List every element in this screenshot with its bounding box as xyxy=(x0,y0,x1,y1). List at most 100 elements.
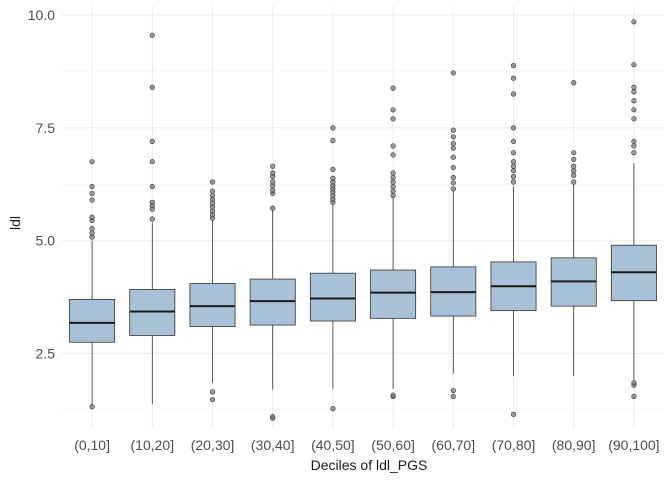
box-group xyxy=(430,70,477,400)
outlier-point xyxy=(510,75,517,81)
outlier-point xyxy=(390,107,396,113)
outlier-point xyxy=(571,168,577,174)
x-tick-label: (70,80] xyxy=(492,437,536,453)
outlier-point xyxy=(571,150,577,156)
box-group xyxy=(610,19,657,400)
box-iqr xyxy=(189,283,236,327)
outlier-point xyxy=(149,159,155,165)
x-tick-label: (0,10] xyxy=(74,437,110,453)
y-tick-label: 10.0 xyxy=(28,7,55,23)
outlier-point xyxy=(450,186,456,192)
outlier-point xyxy=(631,62,637,68)
box-iqr xyxy=(69,298,116,343)
outlier-point xyxy=(270,179,276,185)
outlier-point xyxy=(510,159,517,165)
outlier-point xyxy=(209,396,216,403)
outlier-point xyxy=(450,127,456,133)
outlier-point xyxy=(571,163,577,169)
outlier-point xyxy=(209,188,216,194)
outlier-point xyxy=(330,175,336,182)
outlier-point xyxy=(390,188,396,194)
outlier-point xyxy=(510,163,517,169)
outlier-point xyxy=(149,32,155,38)
outlier-point xyxy=(330,166,336,172)
outlier-point xyxy=(89,159,95,165)
outlier-point xyxy=(390,392,396,398)
outlier-point xyxy=(631,143,637,149)
outlier-point xyxy=(390,183,396,190)
outlier-point xyxy=(450,70,456,76)
outlier-point xyxy=(450,164,456,171)
outlier-point xyxy=(510,62,517,69)
outlier-point xyxy=(450,174,456,181)
y-axis-ticks: 2.5 5.0 7.5 10.0 xyxy=(28,7,55,362)
x-tick-label: (40,50] xyxy=(311,437,355,453)
outlier-point xyxy=(450,141,456,147)
outlier-point xyxy=(450,180,456,186)
outlier-point xyxy=(149,199,155,205)
x-axis-title: Deciles of ldl_PGS xyxy=(311,457,428,473)
x-tick-label: (80,90] xyxy=(552,437,596,453)
y-tick-label: 5.0 xyxy=(36,233,56,249)
outlier-point xyxy=(510,150,517,156)
outlier-point xyxy=(390,116,396,122)
box-series xyxy=(69,19,657,421)
x-axis-ticks: (0,10] (10,20] (20,30] (30,40] (40,50] (50,60… xyxy=(74,437,659,453)
outlier-point xyxy=(571,80,577,86)
outlier-point xyxy=(390,192,396,199)
outlier-point xyxy=(631,150,637,156)
box-group xyxy=(129,32,176,405)
outlier-point xyxy=(89,190,95,196)
y-axis-title: ldl xyxy=(7,216,23,230)
box-group xyxy=(249,163,296,421)
outlier-point xyxy=(631,380,637,386)
outlier-point xyxy=(270,170,276,176)
box-group xyxy=(189,179,236,403)
outlier-point xyxy=(571,172,577,178)
outlier-point xyxy=(209,192,216,199)
box-group xyxy=(309,125,356,412)
outlier-point xyxy=(390,174,396,181)
outlier-point xyxy=(390,85,396,91)
outlier-point xyxy=(450,145,456,151)
outlier-point xyxy=(450,134,456,140)
outlier-point xyxy=(631,138,637,145)
outlier-point xyxy=(149,138,155,145)
box-iqr xyxy=(370,269,417,319)
outlier-point xyxy=(390,143,396,149)
outlier-point xyxy=(390,179,396,185)
outlier-point xyxy=(510,91,517,97)
outlier-point xyxy=(571,179,577,185)
outlier-point xyxy=(450,387,456,394)
outlier-point xyxy=(270,187,276,193)
outlier-point xyxy=(270,163,276,169)
box-group xyxy=(370,85,417,400)
outlier-point xyxy=(89,230,95,236)
x-tick-label: (90,100] xyxy=(608,437,659,453)
outlier-point xyxy=(89,197,95,203)
outlier-point xyxy=(510,411,517,418)
outlier-point xyxy=(209,389,216,395)
x-tick-label: (20,30] xyxy=(191,437,235,453)
outlier-point xyxy=(89,404,95,410)
x-tick-label: (60,70] xyxy=(432,437,476,453)
outlier-point xyxy=(149,216,155,222)
outlier-point xyxy=(571,156,577,163)
outlier-point xyxy=(631,89,637,95)
outlier-point xyxy=(631,393,637,400)
outlier-point xyxy=(89,214,95,220)
outlier-point xyxy=(270,205,276,211)
box-group xyxy=(490,62,537,418)
y-tick-label: 7.5 xyxy=(36,120,56,136)
outlier-point xyxy=(450,393,456,400)
x-tick-label: (10,20] xyxy=(131,437,175,453)
outlier-point xyxy=(631,107,637,113)
outlier-point xyxy=(631,19,637,25)
outlier-point xyxy=(631,84,637,90)
outlier-point xyxy=(89,225,95,232)
outlier-point xyxy=(330,125,336,131)
outlier-point xyxy=(631,116,637,122)
x-tick-label: (30,40] xyxy=(251,437,295,453)
outlier-point xyxy=(209,179,216,185)
outlier-point xyxy=(510,174,517,180)
